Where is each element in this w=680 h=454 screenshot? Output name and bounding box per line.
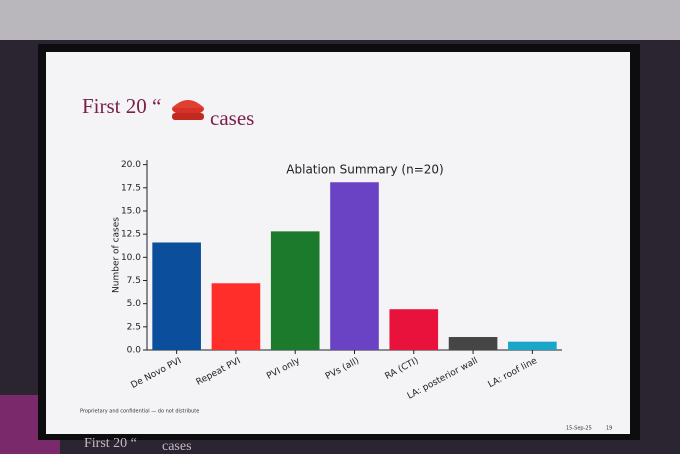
bar xyxy=(330,182,379,350)
y-tick-label: 15.0 xyxy=(121,206,141,216)
y-tick-label: 17.5 xyxy=(121,183,141,193)
slide-title: First 20 “ xyxy=(82,94,161,118)
chart-title: Ablation Summary (n=20) xyxy=(286,163,443,177)
slide-title: cases xyxy=(210,106,254,130)
burger-icon xyxy=(172,100,204,120)
bar xyxy=(508,341,557,350)
y-axis-label: Number of cases xyxy=(112,217,122,293)
date: 15-Sep-25 xyxy=(566,426,592,432)
ceiling xyxy=(0,0,680,40)
bar xyxy=(270,231,320,350)
y-tick-label: 2.5 xyxy=(127,322,141,332)
bar xyxy=(448,337,498,350)
bar xyxy=(211,283,261,350)
footer: Proprietary and confidential — do not di… xyxy=(80,409,199,415)
reflection-title: First 20 “ xyxy=(84,436,137,451)
page-number: 19 xyxy=(606,426,612,432)
reflection-title: cases xyxy=(162,439,192,454)
y-tick-label: 7.5 xyxy=(127,276,141,286)
y-tick-label: 20.0 xyxy=(121,160,141,170)
y-tick-label: 0.0 xyxy=(127,346,142,356)
y-tick-label: 5.0 xyxy=(127,299,142,309)
y-tick-label: 12.5 xyxy=(121,230,141,240)
bar xyxy=(152,242,201,350)
bar xyxy=(389,309,439,350)
y-tick-label: 10.0 xyxy=(121,253,141,263)
